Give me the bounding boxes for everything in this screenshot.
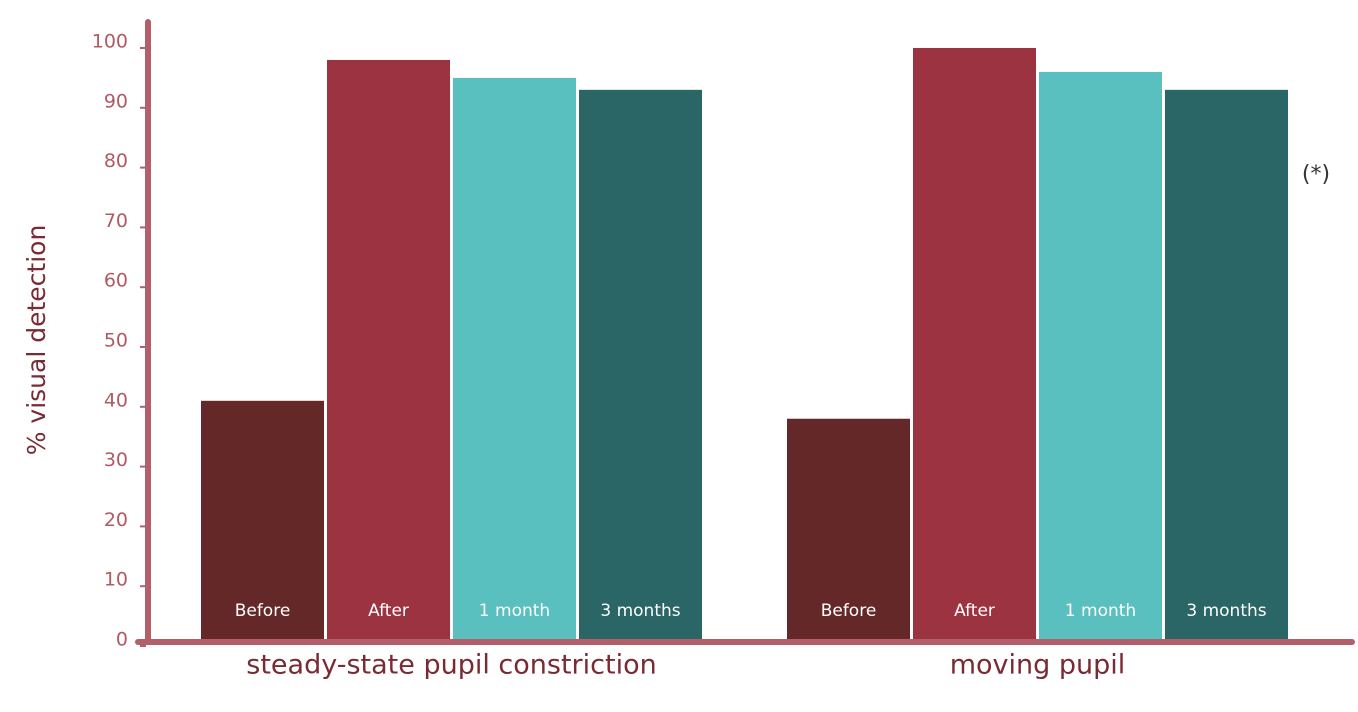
bar [327, 59, 450, 640]
bar-series-label: Before [821, 601, 877, 621]
y-tick-label: 20 [104, 509, 128, 531]
y-tick-label: 30 [104, 449, 128, 471]
y-axis-label: % visual detection [22, 225, 51, 456]
y-tick-label: 10 [104, 569, 128, 591]
bar [453, 77, 576, 640]
bar [787, 418, 910, 640]
annotation: (*) [1302, 162, 1330, 187]
x-category-label: steady-state pupil constriction [246, 650, 656, 681]
bar-series-label: After [368, 601, 409, 621]
y-tick-label: 90 [104, 90, 128, 112]
y-tick-label: 40 [104, 389, 128, 411]
bar-series-label: 3 months [1186, 601, 1266, 621]
x-category-label: moving pupil [950, 650, 1126, 681]
y-tick-label: 100 [92, 31, 128, 53]
bar [579, 89, 702, 641]
bar [201, 400, 324, 640]
bar-series-label: 1 month [1065, 601, 1136, 621]
y-tick-label: 0 [116, 629, 128, 651]
y-tick-label: 50 [104, 330, 128, 352]
y-tick-label: 70 [104, 210, 128, 232]
bar [1165, 89, 1288, 641]
bar-series-label: 1 month [479, 601, 550, 621]
bar-series-label: After [954, 601, 995, 621]
bar-series-label: 3 months [600, 601, 680, 621]
bar [913, 47, 1036, 641]
bar-series-label: Before [235, 601, 291, 621]
bar [1039, 71, 1162, 640]
y-tick-label: 60 [104, 270, 128, 292]
y-tick-label: 80 [104, 150, 128, 172]
